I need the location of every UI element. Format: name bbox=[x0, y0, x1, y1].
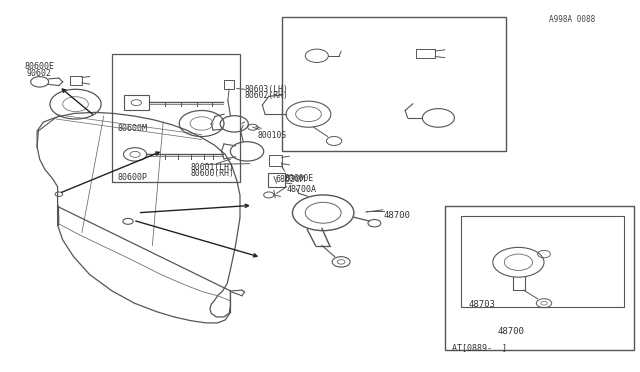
Text: 80600E: 80600E bbox=[285, 174, 314, 183]
Bar bbox=[112, 54, 240, 182]
Text: 80600M: 80600M bbox=[117, 124, 147, 132]
Text: 48700: 48700 bbox=[384, 211, 411, 220]
Text: AT[0889-  ]: AT[0889- ] bbox=[452, 343, 508, 352]
Bar bbox=[124, 95, 149, 110]
Bar bbox=[461, 216, 624, 307]
Bar bbox=[224, 80, 234, 89]
Bar bbox=[416, 49, 435, 58]
Bar bbox=[70, 76, 82, 85]
Text: 48700: 48700 bbox=[497, 327, 524, 336]
Text: 80601(LH): 80601(LH) bbox=[191, 163, 235, 172]
Text: 80602(RH): 80602(RH) bbox=[244, 91, 289, 100]
Text: 90602: 90602 bbox=[27, 69, 52, 78]
Text: 68630M: 68630M bbox=[275, 175, 305, 184]
Text: 80600(RH): 80600(RH) bbox=[191, 169, 235, 178]
Text: A998A 0088: A998A 0088 bbox=[549, 15, 595, 24]
Text: 48703: 48703 bbox=[468, 300, 495, 309]
Bar bbox=[268, 173, 285, 187]
Bar bbox=[445, 206, 634, 350]
Text: 48700A: 48700A bbox=[287, 185, 317, 194]
Text: 80600P: 80600P bbox=[117, 173, 147, 182]
Bar bbox=[282, 17, 506, 151]
Bar bbox=[269, 155, 282, 166]
Text: 80600E: 80600E bbox=[24, 62, 54, 71]
Text: 80603(LH): 80603(LH) bbox=[244, 85, 289, 94]
Text: 80010S: 80010S bbox=[257, 131, 287, 140]
